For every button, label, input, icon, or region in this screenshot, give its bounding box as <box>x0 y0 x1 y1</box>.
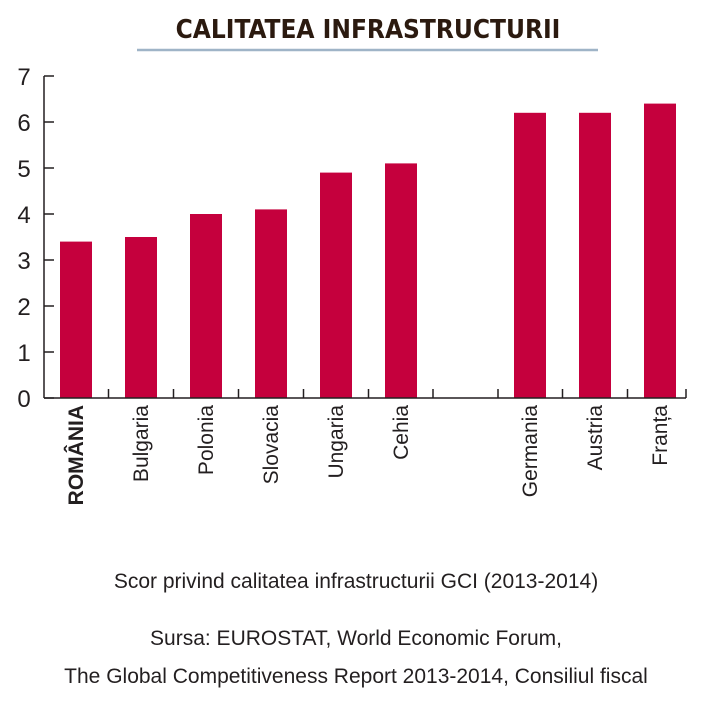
bar <box>255 209 287 398</box>
x-tick-label: Franța <box>649 405 672 466</box>
x-tick-label: Polonia <box>195 405 218 475</box>
y-tick-label: 3 <box>17 248 30 275</box>
x-tick-label: ROMÂNIA <box>64 405 88 505</box>
x-tick-label: Cehia <box>390 405 413 460</box>
bar <box>60 241 92 398</box>
bar <box>190 214 222 398</box>
x-tick-label: Germania <box>519 405 542 498</box>
bar <box>320 172 352 398</box>
y-tick-label: 2 <box>17 294 30 321</box>
y-axis: 0 1 2 3 4 5 6 7 <box>17 64 54 413</box>
bar <box>644 103 676 398</box>
y-tick-label: 1 <box>17 340 30 367</box>
bar <box>514 112 546 399</box>
source-line-2: The Global Competitiveness Report 2013-2… <box>64 665 648 688</box>
y-tick-label: 5 <box>17 156 30 183</box>
x-axis: ROMÂNIA Bulgaria Polonia Slovacia Ungaria Ceh… <box>44 389 687 505</box>
bar <box>125 237 157 398</box>
y-tick-label: 0 <box>17 386 30 413</box>
x-tick-label: Bulgaria <box>130 405 153 482</box>
bar <box>385 163 417 398</box>
bar <box>579 112 611 399</box>
x-tick-label: Ungaria <box>325 405 348 479</box>
x-tick-label: Slovacia <box>260 405 283 485</box>
chart-subtitle: Scor privind calitatea infrastructurii G… <box>114 570 598 593</box>
chart-title: CALITATEA INFRASTRUCTURII <box>176 15 561 45</box>
y-tick-label: 4 <box>17 202 30 229</box>
bars <box>60 103 676 399</box>
x-tick-label: Austria <box>584 405 607 471</box>
y-tick-label: 7 <box>17 64 30 91</box>
source-line-1: Sursa: EUROSTAT, World Economic Forum, <box>150 627 562 650</box>
y-tick-label: 6 <box>17 110 30 137</box>
